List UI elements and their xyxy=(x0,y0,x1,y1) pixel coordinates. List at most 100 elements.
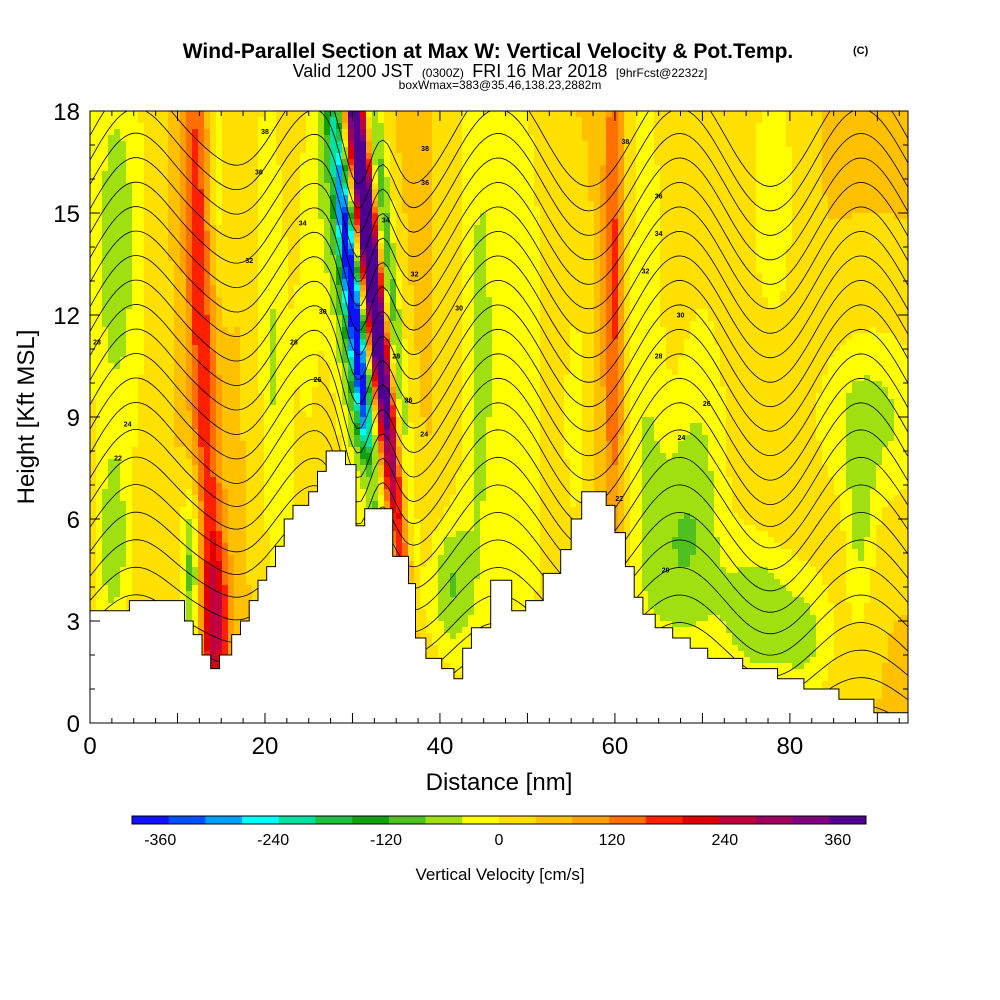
w-cell xyxy=(222,591,229,598)
w-cell xyxy=(258,567,265,574)
w-cell xyxy=(282,135,289,142)
w-cell xyxy=(312,183,319,190)
w-cell xyxy=(288,165,295,172)
w-cell xyxy=(240,519,247,526)
w-cell xyxy=(138,249,145,256)
w-cell xyxy=(126,459,133,466)
w-cell xyxy=(330,225,337,232)
w-cell xyxy=(198,399,205,406)
w-cell xyxy=(246,201,253,208)
w-cell xyxy=(348,297,355,304)
w-cell xyxy=(252,165,259,172)
w-cell xyxy=(156,219,163,226)
w-cell xyxy=(252,135,259,142)
w-cell xyxy=(300,231,307,238)
w-cell xyxy=(282,309,289,316)
w-cell xyxy=(192,153,199,160)
w-cell xyxy=(174,519,181,526)
w-cell xyxy=(138,483,145,490)
w-cell xyxy=(312,219,319,226)
w-cell xyxy=(342,405,349,412)
w-cell xyxy=(360,453,367,460)
w-cell xyxy=(90,231,97,238)
w-cell xyxy=(336,285,343,292)
w-cell xyxy=(186,513,193,520)
w-cell xyxy=(162,273,169,280)
w-cell xyxy=(294,381,301,388)
w-cell xyxy=(258,381,265,388)
w-cell xyxy=(312,207,319,214)
w-cell xyxy=(372,399,379,406)
w-cell xyxy=(126,393,133,400)
w-cell xyxy=(150,465,157,472)
w-cell xyxy=(186,141,193,148)
w-cell xyxy=(264,171,271,178)
w-cell xyxy=(240,165,247,172)
w-cell xyxy=(366,141,373,148)
w-cell xyxy=(222,369,229,376)
w-cell xyxy=(120,189,127,196)
w-cell xyxy=(210,483,217,490)
w-cell xyxy=(204,249,211,256)
w-cell xyxy=(162,255,169,262)
w-cell xyxy=(288,477,295,484)
w-cell xyxy=(96,153,103,160)
w-cell xyxy=(210,567,217,574)
w-cell xyxy=(360,297,367,304)
w-cell xyxy=(258,447,265,454)
w-cell xyxy=(300,201,307,208)
w-cell xyxy=(324,357,331,364)
w-cell xyxy=(318,357,325,364)
w-cell xyxy=(288,405,295,412)
w-cell xyxy=(144,267,151,274)
w-cell xyxy=(120,237,127,244)
w-cell xyxy=(234,507,241,514)
w-cell xyxy=(336,429,343,436)
w-cell xyxy=(276,201,283,208)
w-cell xyxy=(234,381,241,388)
w-cell xyxy=(258,183,265,190)
w-cell xyxy=(138,549,145,556)
w-cell xyxy=(282,237,289,244)
w-cell xyxy=(102,543,109,550)
w-cell xyxy=(150,369,157,376)
w-cell xyxy=(180,291,187,298)
w-cell xyxy=(174,243,181,250)
w-cell xyxy=(228,495,235,502)
w-cell xyxy=(258,189,265,196)
w-cell xyxy=(162,117,169,124)
w-cell xyxy=(282,153,289,160)
w-cell xyxy=(300,213,307,220)
w-cell xyxy=(150,501,157,508)
w-cell xyxy=(342,171,349,178)
w-cell xyxy=(204,231,211,238)
w-cell xyxy=(90,309,97,316)
w-cell xyxy=(306,171,313,178)
w-cell xyxy=(258,333,265,340)
w-cell xyxy=(342,195,349,202)
w-cell xyxy=(228,585,235,592)
w-cell xyxy=(108,135,115,142)
w-cell xyxy=(300,159,307,166)
w-cell xyxy=(228,147,235,154)
w-cell xyxy=(306,453,313,460)
w-cell xyxy=(252,537,259,544)
w-cell xyxy=(174,501,181,508)
w-cell xyxy=(168,453,175,460)
w-cell xyxy=(168,567,175,574)
w-cell xyxy=(144,405,151,412)
w-cell xyxy=(138,207,145,214)
w-cell xyxy=(318,291,325,298)
w-cell xyxy=(150,393,157,400)
chart-title: Wind-Parallel Section at Max W: Vertical… xyxy=(183,40,794,63)
w-cell xyxy=(228,549,235,556)
w-cell xyxy=(354,285,361,292)
w-cell xyxy=(348,129,355,136)
w-cell xyxy=(102,213,109,220)
w-cell xyxy=(324,363,331,370)
w-cell xyxy=(90,165,97,172)
w-cell xyxy=(186,489,193,496)
w-cell xyxy=(144,375,151,382)
w-cell xyxy=(144,291,151,298)
w-cell xyxy=(294,435,301,442)
